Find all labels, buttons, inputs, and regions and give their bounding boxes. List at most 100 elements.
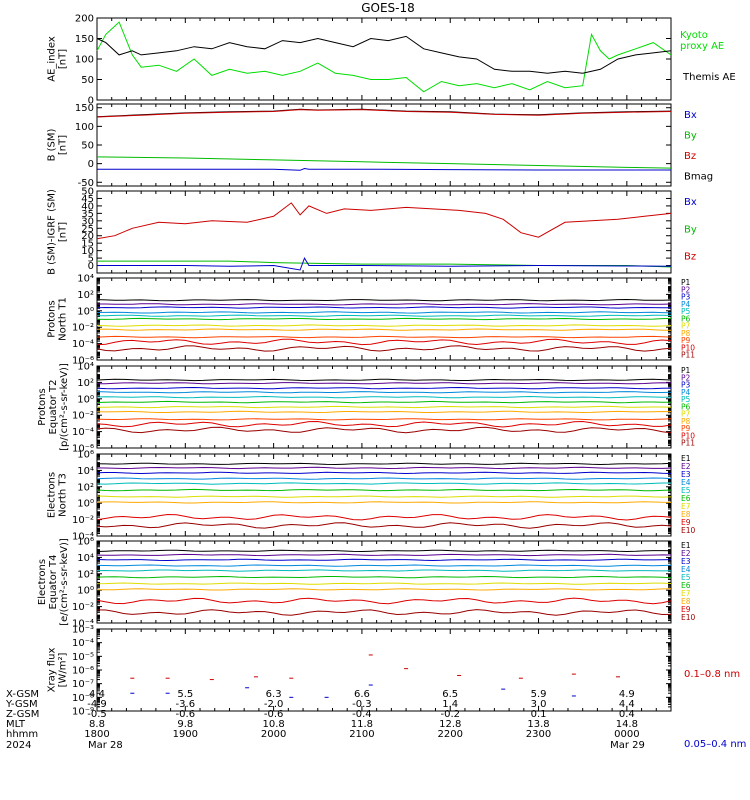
y-tick-label: 10²: [77, 569, 94, 580]
x-column-value: 12.8: [439, 719, 461, 730]
y-axis-label: Protons: [47, 300, 58, 337]
y-tick-label: 10⁻⁷: [72, 679, 94, 690]
legend-entry: P2: [681, 373, 691, 382]
x-column-value: 14.8: [616, 719, 638, 730]
x-column-value: 4.4: [89, 689, 105, 700]
y-tick-label: 150: [75, 103, 94, 114]
x-column-value: -0.5: [87, 709, 107, 720]
y-tick-label: 10⁻²: [72, 515, 94, 526]
legend-entry: E10: [681, 613, 696, 622]
series-p4: [96, 391, 672, 394]
y-tick-label: 10²: [77, 482, 94, 493]
y-tick-label: 10⁴: [77, 362, 94, 373]
x-axis-table: X-GSMY-GSMZ-GSMMLThhmm20244.4-4.9-0.58.8…: [5, 689, 645, 751]
series-e3: [96, 558, 672, 562]
y-tick-label: 10⁰: [77, 499, 94, 510]
series-e1: [96, 462, 672, 466]
legend-entry: E5: [681, 573, 691, 582]
legend-entry: P8: [681, 329, 691, 338]
y-axis-label: [W/m²]: [58, 652, 69, 687]
x-column-value: 9.8: [177, 719, 193, 730]
legend-entry: E2: [681, 462, 691, 471]
panel-frame: [96, 103, 672, 187]
x-column-value: 11.8: [351, 719, 373, 730]
x-column-value: -3.6: [176, 699, 196, 710]
y-axis-label: North T1: [58, 297, 69, 341]
x-column-value: 5.5: [177, 689, 193, 700]
legend-entry: E3: [681, 470, 691, 479]
y-tick-label: 100: [75, 122, 94, 133]
y-tick-label: 5: [88, 254, 94, 265]
series-e10: [96, 609, 672, 616]
y-tick-label: 150: [75, 34, 94, 45]
series-p5: [96, 395, 672, 399]
series-p5: [97, 314, 672, 317]
y-tick-label: 0: [88, 96, 94, 107]
x-column-value: -0.3: [352, 699, 372, 710]
legend-entry: Bx: [684, 197, 697, 208]
legend-entry: E3: [681, 557, 691, 566]
series-e9: [96, 513, 672, 521]
legend-entry: P7: [681, 322, 691, 331]
legend-entry: E8: [681, 510, 691, 519]
y-tick-label: 10⁻³: [72, 625, 94, 636]
y-tick-label: 10⁴: [77, 466, 94, 477]
series-bx: [97, 167, 671, 171]
series-e4: [96, 564, 672, 567]
legend-entry: P6: [681, 314, 691, 323]
y-tick-label: 15: [81, 239, 94, 250]
y-axis-label: [e/(cm²-s-sr-keV)]: [59, 538, 70, 626]
legend-entry: E7: [681, 502, 691, 511]
x-row-label: Z-GSM: [6, 709, 39, 720]
legend-entry: P9: [681, 424, 691, 433]
series-e7: [96, 582, 672, 585]
y-tick-label: 0: [88, 261, 94, 272]
x-column-value: 6.3: [266, 689, 282, 700]
x-column-value: 0.1: [531, 709, 547, 720]
x-column-value: 2000: [261, 729, 286, 740]
legend-entry: P9: [681, 336, 691, 345]
y-tick-label: 10⁻⁴: [72, 339, 94, 350]
y-axis-label: [nT]: [58, 222, 69, 242]
x-column-value: 2300: [526, 729, 551, 740]
x-column-value: 1900: [173, 729, 198, 740]
series-p2: [97, 303, 672, 306]
x-column-value: -2.0: [264, 699, 284, 710]
y-tick-label: 10⁶: [77, 450, 94, 461]
legend-entry: By: [684, 224, 697, 235]
legend-entry: P4: [681, 388, 691, 397]
legend-entry: Bmag: [684, 172, 713, 183]
x-column-value: 10.8: [262, 719, 284, 730]
legend-entry: P11: [681, 439, 695, 448]
legend-entry: P2: [681, 285, 691, 294]
legend-entry: P3: [681, 293, 691, 302]
panel-frame: [96, 17, 672, 101]
y-tick-label: -50: [78, 178, 94, 189]
legend-entry: E6: [681, 494, 691, 503]
legend-entry: E9: [681, 518, 691, 527]
series-igrf-bz: [96, 202, 672, 240]
series-e2: [96, 553, 672, 557]
legend-entry: P5: [681, 395, 691, 404]
series-p3: [96, 306, 671, 309]
series-themis-ae: [96, 35, 672, 74]
y-tick-label: 10⁻⁴: [72, 638, 94, 649]
legend-entry: 0.05–0.4 nm: [684, 739, 746, 750]
series-p9: [96, 335, 672, 339]
y-tick-label: 10²: [77, 290, 94, 301]
y-tick-label: 10⁻⁴: [72, 427, 94, 438]
x-row-label: MLT: [6, 719, 26, 730]
y-tick-label: 25: [81, 224, 94, 235]
y-tick-label: 50: [81, 75, 94, 86]
legend-entry: E1: [681, 454, 691, 463]
series-p1: [96, 298, 672, 302]
y-tick-label: 200: [75, 14, 94, 25]
series-e8: [96, 588, 672, 591]
legend-entry: By: [684, 131, 697, 142]
x-column-value: 1800: [84, 729, 109, 740]
x-row-label: X-GSM: [6, 689, 39, 700]
x-column-value: 3.0: [531, 699, 547, 710]
legend-entry: E7: [681, 589, 691, 598]
x-column-value: 5.9: [531, 689, 547, 700]
